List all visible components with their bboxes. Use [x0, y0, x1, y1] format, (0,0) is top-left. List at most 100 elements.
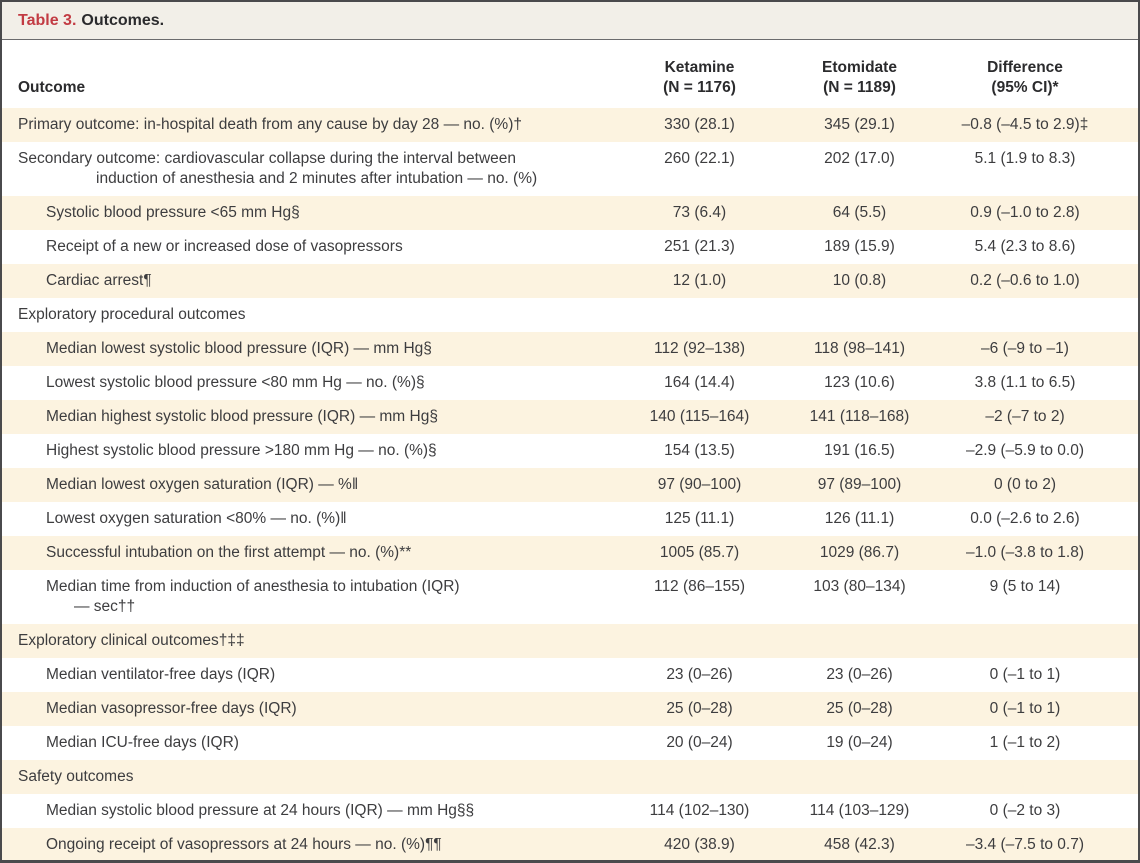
difference-value: –2.9 (–5.9 to 0.0) [965, 442, 1085, 459]
outcome-label: Highest systolic blood pressure >180 mm … [2, 441, 622, 461]
etomidate-value: 202 (17.0) [824, 150, 895, 167]
ketamine-value: 97 (90–100) [657, 476, 742, 493]
section-header-row: Safety outcomes [2, 760, 1138, 794]
outcome-label: Median lowest systolic blood pressure (I… [2, 339, 622, 359]
ketamine-value: 112 (86–155) [653, 578, 746, 595]
ketamine-value: 12 (1.0) [672, 272, 727, 289]
ketamine-value: 260 (22.1) [664, 150, 735, 167]
table-number: Table 3. [18, 12, 77, 29]
etomidate-value: 19 (0–24) [826, 734, 893, 751]
outcome-label-text: Median vasopressor-free days (IQR) [46, 700, 297, 717]
outcome-label: Median vasopressor-free days (IQR) [2, 699, 622, 719]
difference-value: 0.2 (–0.6 to 1.0) [970, 272, 1080, 289]
etomidate-value: 123 (10.6) [824, 374, 895, 391]
outcome-label-text: Median systolic blood pressure at 24 hou… [46, 802, 475, 819]
ketamine-value: 125 (11.1) [664, 510, 735, 527]
difference-value: 0 (–1 to 1) [989, 666, 1061, 683]
section-label: Exploratory procedural outcomes [2, 305, 622, 325]
ketamine-value: 73 (6.4) [672, 204, 727, 221]
outcome-label-text: Median highest systolic blood pressure (… [46, 408, 438, 425]
table-row: Median ICU-free days (IQR) 20 (0–24) 19 (0… [2, 726, 1138, 760]
difference-value: –2 (–7 to 2) [985, 408, 1065, 425]
etomidate-value: 10 (0.8) [832, 272, 887, 289]
ketamine-value: 25 (0–28) [666, 700, 733, 717]
outcome-label-text: Lowest oxygen saturation <80% — no. (%)‖ [46, 510, 347, 527]
outcome-label: Median highest systolic blood pressure (… [2, 407, 622, 427]
section-label: Safety outcomes [2, 767, 622, 787]
section-label: Exploratory clinical outcomes†‡‡ [2, 631, 622, 651]
etomidate-value: 64 (5.5) [832, 204, 887, 221]
table-row: Primary outcome: in-hospital death from … [2, 108, 1138, 142]
outcome-label-text: Primary outcome: in-hospital death from … [18, 116, 522, 133]
outcome-label-text: Cardiac arrest¶ [46, 272, 152, 289]
etomidate-value: 114 (103–129) [809, 802, 910, 819]
outcome-label: Successful intubation on the first attem… [2, 543, 622, 563]
column-header-difference-name: Difference [987, 59, 1063, 76]
outcome-label: Primary outcome: in-hospital death from … [2, 115, 622, 135]
outcome-label: Lowest oxygen saturation <80% — no. (%)‖ [2, 509, 622, 529]
outcome-label-text: Systolic blood pressure <65 mm Hg§ [46, 204, 300, 221]
table-row: Secondary outcome: cardiovascular collap… [2, 142, 1138, 196]
outcome-label-text: Secondary outcome: cardiovascular collap… [18, 150, 517, 167]
outcome-label: Cardiac arrest¶ [2, 271, 622, 291]
table-row: Median vasopressor-free days (IQR) 25 (0–… [2, 692, 1138, 726]
difference-value: –1.0 (–3.8 to 1.8) [965, 544, 1085, 561]
ketamine-value: 114 (102–130) [649, 802, 750, 819]
difference-value: –0.8 (–4.5 to 2.9)‡ [961, 116, 1089, 133]
ketamine-value: 1005 (85.7) [659, 544, 740, 561]
outcome-label-text: Median ventilator-free days (IQR) [46, 666, 276, 683]
table-row: Cardiac arrest¶ 12 (1.0) 10 (0.8) 0.2 (–0.6… [2, 264, 1138, 298]
etomidate-value: 189 (15.9) [824, 238, 895, 255]
difference-value: 0 (–1 to 1) [989, 700, 1061, 717]
column-header-ketamine: Ketamine (N = 1176) [622, 58, 777, 98]
section-header-row: Exploratory clinical outcomes†‡‡ [2, 624, 1138, 658]
outcome-label: Median lowest oxygen saturation (IQR) — … [2, 475, 622, 495]
difference-value: –6 (–9 to –1) [981, 340, 1069, 357]
outcome-label-text: Highest systolic blood pressure >180 mm … [46, 442, 437, 459]
difference-value: 0.9 (–1.0 to 2.8) [970, 204, 1080, 221]
difference-value: 0.0 (–2.6 to 2.6) [970, 510, 1080, 527]
difference-value: 1 (–1 to 2) [989, 734, 1061, 751]
outcome-label-wrapped-line: — sec†† [74, 598, 136, 615]
ketamine-value: 23 (0–26) [666, 666, 733, 683]
etomidate-value: 23 (0–26) [826, 666, 893, 683]
outcome-label-text: Receipt of a new or increased dose of va… [46, 238, 403, 255]
outcome-label-text: Median lowest systolic blood pressure (I… [46, 340, 432, 357]
column-header-ketamine-n: (N = 1176) [663, 79, 736, 96]
outcome-label: Secondary outcome: cardiovascular collap… [2, 149, 622, 189]
ketamine-value: 154 (13.5) [664, 442, 735, 459]
difference-value: 5.1 (1.9 to 8.3) [974, 150, 1076, 167]
section-header-row: Exploratory procedural outcomes [2, 298, 1138, 332]
outcome-label-wrapped-line: induction of anesthesia and 2 minutes af… [96, 170, 538, 187]
outcome-label-text: Exploratory clinical outcomes†‡‡ [18, 632, 245, 649]
table-row: Median lowest systolic blood pressure (I… [2, 332, 1138, 366]
outcome-label: Lowest systolic blood pressure <80 mm Hg… [2, 373, 622, 393]
outcome-label-text: Lowest systolic blood pressure <80 mm Hg… [46, 374, 425, 391]
column-header-ketamine-name: Ketamine [664, 59, 735, 76]
etomidate-value: 126 (11.1) [824, 510, 895, 527]
table-row: Receipt of a new or increased dose of va… [2, 230, 1138, 264]
table-row: Median highest systolic blood pressure (… [2, 400, 1138, 434]
ketamine-value: 112 (92–138) [653, 340, 746, 357]
etomidate-value: 1029 (86.7) [819, 544, 900, 561]
table-row: Median time from induction of anesthesia… [2, 570, 1138, 624]
table-title: Outcomes. [81, 12, 165, 29]
column-header-difference-ci: (95% CI)* [991, 79, 1059, 96]
difference-value: 5.4 (2.3 to 8.6) [974, 238, 1076, 255]
table-title-bar: Table 3. Outcomes. [2, 2, 1138, 40]
ketamine-value: 164 (14.4) [664, 374, 735, 391]
etomidate-value: 458 (42.3) [824, 836, 895, 853]
ketamine-value: 330 (28.1) [664, 116, 735, 133]
outcome-label: Median time from induction of anesthesia… [2, 577, 622, 617]
etomidate-value: 191 (16.5) [824, 442, 895, 459]
outcome-label-text: Safety outcomes [18, 768, 134, 785]
etomidate-value: 141 (118–168) [809, 408, 910, 425]
ketamine-value: 20 (0–24) [666, 734, 733, 751]
difference-value: 0 (–2 to 3) [989, 802, 1061, 819]
column-header-outcome: Outcome [18, 79, 86, 96]
difference-value: 3.8 (1.1 to 6.5) [974, 374, 1076, 391]
etomidate-value: 97 (89–100) [817, 476, 902, 493]
difference-value: 0 (0 to 2) [993, 476, 1057, 493]
table-row: Lowest systolic blood pressure <80 mm Hg… [2, 366, 1138, 400]
